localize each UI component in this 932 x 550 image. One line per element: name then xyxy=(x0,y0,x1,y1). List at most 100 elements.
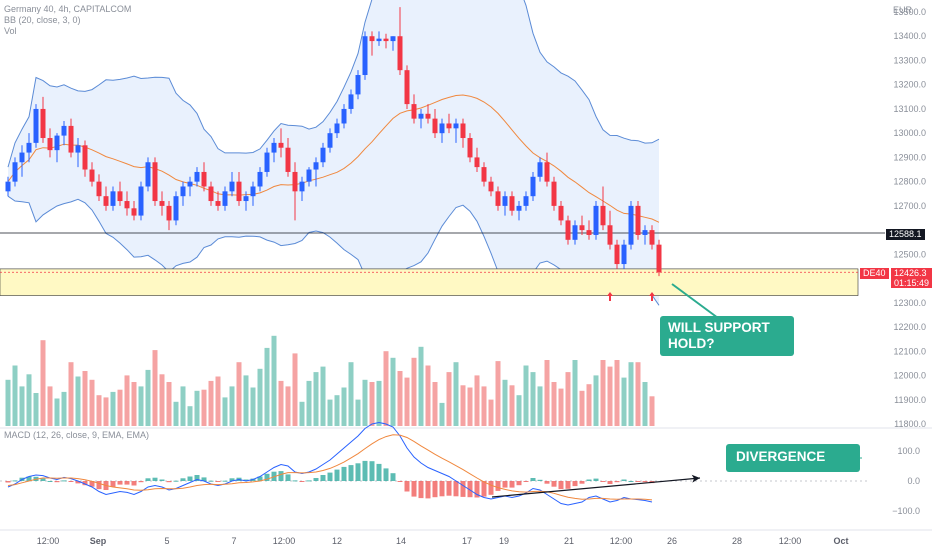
macd-histogram-bar xyxy=(180,478,186,481)
candle-body xyxy=(180,186,186,197)
volume-bar xyxy=(138,386,144,426)
candle-body xyxy=(439,123,445,134)
time-axis-label: 12:00 xyxy=(37,536,60,546)
volume-bar xyxy=(68,362,74,426)
candle-body xyxy=(54,135,60,151)
volume-bar xyxy=(82,371,88,426)
candle-body xyxy=(243,196,249,202)
support-callout: WILL SUPPORT HOLD? xyxy=(660,316,794,356)
macd-histogram-bar xyxy=(628,481,634,482)
volume-bar xyxy=(502,379,508,426)
volume-bar xyxy=(264,347,270,426)
macd-histogram-bar xyxy=(460,481,466,497)
macd-histogram-bar xyxy=(516,481,522,486)
macd-histogram-bar xyxy=(187,476,193,481)
volume-bar xyxy=(446,372,452,426)
candle-body xyxy=(201,171,207,187)
macd-histogram-bar xyxy=(75,481,81,484)
macd-histogram-bar xyxy=(89,481,95,487)
volume-bar xyxy=(187,406,193,426)
macd-histogram-bar xyxy=(551,481,557,487)
volume-bar xyxy=(460,385,466,426)
candle-countdown: 01:15:49 xyxy=(894,278,930,288)
up-arrow-marker xyxy=(607,292,613,301)
time-axis-label: 21 xyxy=(564,536,574,546)
candle-body xyxy=(523,196,529,206)
macd-histogram-bar xyxy=(5,481,11,483)
candle-body xyxy=(341,108,347,124)
candle-body xyxy=(236,181,242,202)
volume-bar xyxy=(341,387,347,426)
macd-histogram-bar xyxy=(327,472,333,481)
last-price-value: 12426.3 xyxy=(894,268,927,278)
macd-scale-label: 100.0 xyxy=(897,446,920,456)
candle-body xyxy=(145,162,151,187)
volume-bar xyxy=(558,388,564,426)
macd-histogram-bar xyxy=(138,481,144,483)
volume-bar xyxy=(635,362,641,426)
volume-bar xyxy=(26,374,32,426)
volume-bar xyxy=(243,375,249,426)
volume-bar xyxy=(481,386,487,426)
candle-body xyxy=(320,147,326,163)
volume-bar xyxy=(509,385,515,426)
volume-bar xyxy=(208,380,214,426)
macd-histogram-bar xyxy=(488,481,494,495)
volume-bar xyxy=(278,380,284,426)
volume-bar xyxy=(75,376,81,426)
macd-histogram-bar xyxy=(82,481,88,486)
macd-histogram-bar xyxy=(257,476,263,481)
macd-line xyxy=(7,421,653,506)
volume-bar xyxy=(117,389,123,426)
volume-bar xyxy=(152,350,158,426)
macd-histogram-bar xyxy=(110,481,116,487)
macd-histogram-bar xyxy=(299,481,305,482)
volume-bar xyxy=(215,376,221,426)
macd-histogram-bar xyxy=(264,473,270,481)
macd-histogram-bar xyxy=(320,475,326,481)
volume-bar xyxy=(145,369,151,426)
macd-histogram-bar xyxy=(124,481,130,485)
candle-body xyxy=(432,118,438,134)
price-scale-label: 13500.0 xyxy=(893,7,926,17)
macd-histogram-bar xyxy=(334,469,340,481)
candle-body xyxy=(390,36,396,42)
candle-body xyxy=(425,113,431,119)
volume-bar xyxy=(453,362,459,426)
volume-bar xyxy=(607,366,613,426)
volume-bar xyxy=(593,375,599,426)
macd-histogram-bar xyxy=(355,463,361,481)
candle-body xyxy=(649,230,655,245)
volume-bar xyxy=(348,362,354,426)
candle-body xyxy=(208,186,214,202)
macd-histogram-bar xyxy=(215,481,221,482)
candle-body xyxy=(355,75,361,95)
candle-body xyxy=(68,125,74,153)
volume-bar xyxy=(404,377,410,426)
candle-body xyxy=(19,152,25,163)
price-scale-label: 12100.0 xyxy=(893,346,926,356)
candle-body xyxy=(376,38,382,42)
macd-histogram-bar xyxy=(621,479,627,481)
candle-body xyxy=(635,205,641,235)
candle-body xyxy=(579,225,585,231)
volume-bar xyxy=(579,390,585,426)
volume-bar xyxy=(376,380,382,426)
macd-histogram-bar xyxy=(222,480,228,482)
macd-indicator-label: MACD (12, 26, close, 9, EMA, EMA) xyxy=(4,430,150,440)
macd-histogram-bar xyxy=(509,481,515,488)
volume-bar xyxy=(33,393,39,426)
macd-histogram-bar xyxy=(194,475,200,481)
volume-bar xyxy=(411,357,417,426)
candle-body xyxy=(572,225,578,240)
volume-bar xyxy=(54,398,60,426)
candle-body xyxy=(215,201,221,206)
candle-body xyxy=(327,133,333,148)
volume-bar xyxy=(96,395,102,426)
macd-histogram-bar xyxy=(145,478,151,481)
volume-bar xyxy=(236,362,242,426)
candle-body xyxy=(313,162,319,170)
volume-bar xyxy=(383,351,389,426)
volume-bar xyxy=(628,362,634,426)
